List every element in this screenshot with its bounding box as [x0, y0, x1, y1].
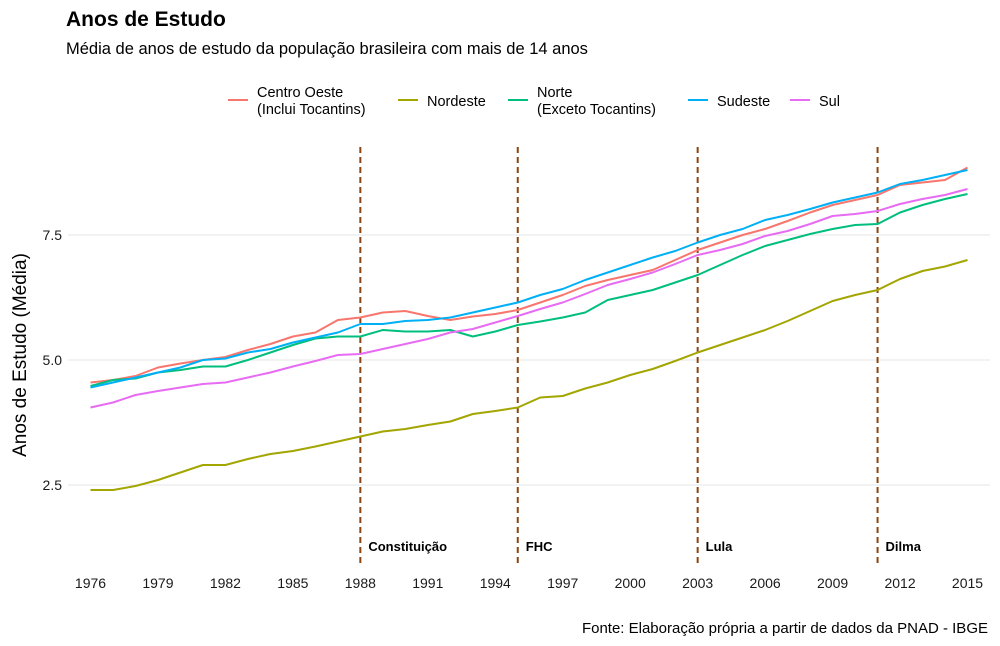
x-tick-label: 2006 [750, 575, 781, 591]
legend-item-norte: Norte (Exceto Tocantins) [508, 85, 656, 118]
legend-item-sudeste: Sudeste [688, 94, 770, 110]
legend-label-norte: Norte (Exceto Tocantins) [537, 85, 656, 118]
x-tick-label: 2000 [615, 575, 646, 591]
x-tick-label: 1991 [412, 575, 443, 591]
event-label-constituicao: Constituição [368, 539, 447, 554]
y-axis-label: Anos de Estudo (Média) [10, 253, 31, 457]
series-line-norte [90, 193, 968, 387]
x-tick-label: 1997 [547, 575, 578, 591]
x-tick-label: 1979 [142, 575, 173, 591]
y-tick-label: 5.0 [43, 352, 63, 368]
event-label-fhc: FHC [526, 539, 553, 554]
chart-title: Anos de Estudo [66, 8, 226, 31]
source-caption: Fonte: Elaboração própria a partir de da… [581, 620, 988, 637]
x-tick-label: 2012 [884, 575, 915, 591]
y-tick-label: 2.5 [43, 477, 63, 493]
legend-item-nordeste: Nordeste [398, 94, 486, 110]
legend-label-centro-oeste: Centro Oeste (Inclui Tocantins) [257, 85, 366, 118]
legend-label-sul: Sul [819, 94, 840, 110]
x-tick-label: 1976 [75, 575, 106, 591]
event-label-dilma: Dilma [886, 539, 922, 554]
y-tick-label: 7.5 [43, 227, 63, 243]
event-markers: Constituição FHC Lula Dilma [359, 147, 922, 565]
series-line-sudeste [90, 169, 968, 389]
series-line-nordeste [90, 259, 968, 491]
series-line-centro-oeste [90, 166, 968, 384]
legend-item-centro-oeste: Centro Oeste (Inclui Tocantins) [228, 85, 366, 118]
x-tick-label: 1982 [210, 575, 241, 591]
x-axis: 1976 1979 1982 1985 1988 1991 1994 1997 2000 2003… [75, 575, 983, 591]
legend-label-sudeste: Sudeste [717, 94, 770, 110]
y-axis: 2.5 5.0 7.5 [43, 227, 63, 493]
event-label-lula: Lula [706, 539, 733, 554]
x-tick-label: 1988 [345, 575, 376, 591]
series-line-sul [90, 188, 968, 409]
x-tick-label: 2015 [952, 575, 983, 591]
gridlines [68, 234, 990, 486]
x-tick-label: 2009 [817, 575, 848, 591]
x-tick-label: 1985 [277, 575, 308, 591]
legend-item-sul: Sul [790, 94, 840, 110]
chart-subtitle: Média de anos de estudo da população bra… [66, 40, 588, 58]
legend: Centro Oeste (Inclui Tocantins) Nordeste No… [228, 85, 840, 118]
series-lines [90, 166, 968, 491]
x-tick-label: 2003 [682, 575, 713, 591]
x-tick-label: 1994 [480, 575, 511, 591]
legend-label-nordeste: Nordeste [427, 94, 486, 110]
